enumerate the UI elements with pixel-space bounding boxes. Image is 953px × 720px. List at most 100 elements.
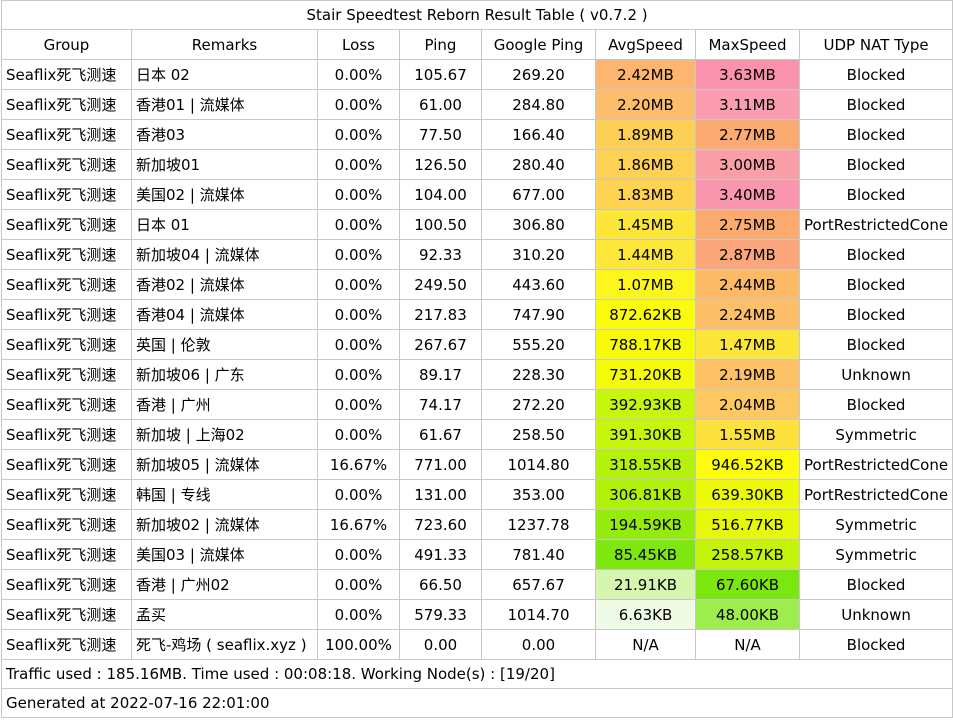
cell-udp-nat-type: Blocked <box>798 149 953 180</box>
cell-udp-nat-type: Blocked <box>798 569 953 600</box>
table-row: Seaflix死飞测速 日本 02 0.00% 105.67 269.20 2.42MB 3… <box>1 59 953 90</box>
cell-ping: 74.17 <box>399 389 482 420</box>
cell-ping: 579.33 <box>399 599 482 630</box>
cell-google-ping: 272.20 <box>481 389 596 420</box>
cell-remarks: 美国03 | 流媒体 <box>131 539 318 570</box>
cell-group: Seaflix死飞测速 <box>1 119 132 150</box>
cell-loss: 0.00% <box>317 539 400 570</box>
table-row: Seaflix死飞测速 新加坡04 | 流媒体 0.00% 92.33 310.20 1.… <box>1 239 953 270</box>
cell-ping: 126.50 <box>399 149 482 180</box>
cell-avg-speed: 788.17KB <box>595 329 696 360</box>
cell-remarks: 新加坡05 | 流媒体 <box>131 449 318 480</box>
cell-udp-nat-type: Blocked <box>798 239 953 270</box>
cell-ping: 249.50 <box>399 269 482 300</box>
cell-max-speed: 2.44MB <box>695 269 800 300</box>
cell-google-ping: 443.60 <box>481 269 596 300</box>
column-header-avg-speed: AvgSpeed <box>595 29 696 60</box>
table-row: Seaflix死飞测速 日本 01 0.00% 100.50 306.80 1.45MB 2… <box>1 209 953 240</box>
cell-group: Seaflix死飞测速 <box>1 539 132 570</box>
table-row: Seaflix死飞测速 新加坡05 | 流媒体 16.67% 771.00 1014.8… <box>1 449 953 480</box>
cell-udp-nat-type: Unknown <box>798 599 953 630</box>
column-header-loss: Loss <box>317 29 400 60</box>
cell-max-speed: 3.00MB <box>695 149 800 180</box>
cell-avg-speed: 1.44MB <box>595 239 696 270</box>
table-row: Seaflix死飞测速 香港03 0.00% 77.50 166.40 1.89MB 2.7… <box>1 119 953 150</box>
cell-loss: 0.00% <box>317 179 400 210</box>
cell-ping: 100.50 <box>399 209 482 240</box>
cell-udp-nat-type: Blocked <box>798 299 953 330</box>
cell-loss: 0.00% <box>317 329 400 360</box>
cell-max-speed: 2.77MB <box>695 119 800 150</box>
cell-google-ping: 280.40 <box>481 149 596 180</box>
cell-max-speed: 516.77KB <box>695 509 800 540</box>
column-header-ping: Ping <box>399 29 482 60</box>
cell-google-ping: 310.20 <box>481 239 596 270</box>
cell-ping: 131.00 <box>399 479 482 510</box>
table-row: Seaflix死飞测速 孟买 0.00% 579.33 1014.70 6.63KB 48.… <box>1 599 953 630</box>
title-row: Stair Speedtest Reborn Result Table ( v0… <box>0 0 953 30</box>
cell-google-ping: 781.40 <box>481 539 596 570</box>
cell-google-ping: 353.00 <box>481 479 596 510</box>
cell-google-ping: 677.00 <box>481 179 596 210</box>
cell-remarks: 美国02 | 流媒体 <box>131 179 318 210</box>
table-row: Seaflix死飞测速 新加坡06 | 广东 0.00% 89.17 228.30 731… <box>1 359 953 390</box>
cell-ping: 217.83 <box>399 299 482 330</box>
cell-google-ping: 228.30 <box>481 359 596 390</box>
cell-loss: 0.00% <box>317 149 400 180</box>
cell-google-ping: 269.20 <box>481 59 596 90</box>
cell-ping: 61.00 <box>399 89 482 120</box>
cell-avg-speed: 1.89MB <box>595 119 696 150</box>
cell-ping: 77.50 <box>399 119 482 150</box>
cell-google-ping: 657.67 <box>481 569 596 600</box>
cell-google-ping: 555.20 <box>481 329 596 360</box>
cell-max-speed: 3.40MB <box>695 179 800 210</box>
cell-remarks: 孟买 <box>131 599 318 630</box>
cell-remarks: 死飞-鸡场 ( seaflix.xyz ) <box>131 629 318 660</box>
cell-avg-speed: 392.93KB <box>595 389 696 420</box>
cell-group: Seaflix死飞测速 <box>1 269 132 300</box>
cell-udp-nat-type: Symmetric <box>798 419 953 450</box>
cell-avg-speed: 872.62KB <box>595 299 696 330</box>
cell-group: Seaflix死飞测速 <box>1 389 132 420</box>
cell-loss: 0.00% <box>317 299 400 330</box>
column-header-udp-nat-type: UDP NAT Type <box>798 29 953 60</box>
cell-avg-speed: 21.91KB <box>595 569 696 600</box>
cell-google-ping: 0.00 <box>481 629 596 660</box>
cell-remarks: 新加坡02 | 流媒体 <box>131 509 318 540</box>
cell-max-speed: 639.30KB <box>695 479 800 510</box>
table-row: Seaflix死飞测速 美国02 | 流媒体 0.00% 104.00 677.00 1.… <box>1 179 953 210</box>
cell-udp-nat-type: Blocked <box>798 89 953 120</box>
cell-max-speed: 2.75MB <box>695 209 800 240</box>
cell-group: Seaflix死飞测速 <box>1 509 132 540</box>
cell-loss: 0.00% <box>317 419 400 450</box>
cell-ping: 61.67 <box>399 419 482 450</box>
cell-remarks: 新加坡04 | 流媒体 <box>131 239 318 270</box>
cell-remarks: 新加坡 | 上海02 <box>131 419 318 450</box>
cell-remarks: 香港01 | 流媒体 <box>131 89 318 120</box>
cell-loss: 0.00% <box>317 239 400 270</box>
cell-group: Seaflix死飞测速 <box>1 419 132 450</box>
cell-udp-nat-type: Unknown <box>798 359 953 390</box>
cell-loss: 0.00% <box>317 59 400 90</box>
cell-ping: 0.00 <box>399 629 482 660</box>
cell-loss: 0.00% <box>317 89 400 120</box>
cell-remarks: 英国 | 伦敦 <box>131 329 318 360</box>
cell-google-ping: 306.80 <box>481 209 596 240</box>
cell-max-speed: 3.11MB <box>695 89 800 120</box>
cell-loss: 0.00% <box>317 569 400 600</box>
cell-group: Seaflix死飞测速 <box>1 329 132 360</box>
column-header-google-ping: Google Ping <box>481 29 596 60</box>
traffic-summary: Traffic used : 185.16MB. Time used : 00:… <box>0 659 953 689</box>
cell-remarks: 韩国 | 专线 <box>131 479 318 510</box>
cell-ping: 104.00 <box>399 179 482 210</box>
cell-remarks: 日本 02 <box>131 59 318 90</box>
cell-google-ping: 1237.78 <box>481 509 596 540</box>
cell-max-speed: 67.60KB <box>695 569 800 600</box>
cell-group: Seaflix死飞测速 <box>1 89 132 120</box>
cell-loss: 0.00% <box>317 209 400 240</box>
table-row: Seaflix死飞测速 英国 | 伦敦 0.00% 267.67 555.20 788.1… <box>1 329 953 360</box>
cell-remarks: 香港 | 广州02 <box>131 569 318 600</box>
cell-remarks: 新加坡01 <box>131 149 318 180</box>
cell-google-ping: 1014.70 <box>481 599 596 630</box>
cell-max-speed: 2.19MB <box>695 359 800 390</box>
